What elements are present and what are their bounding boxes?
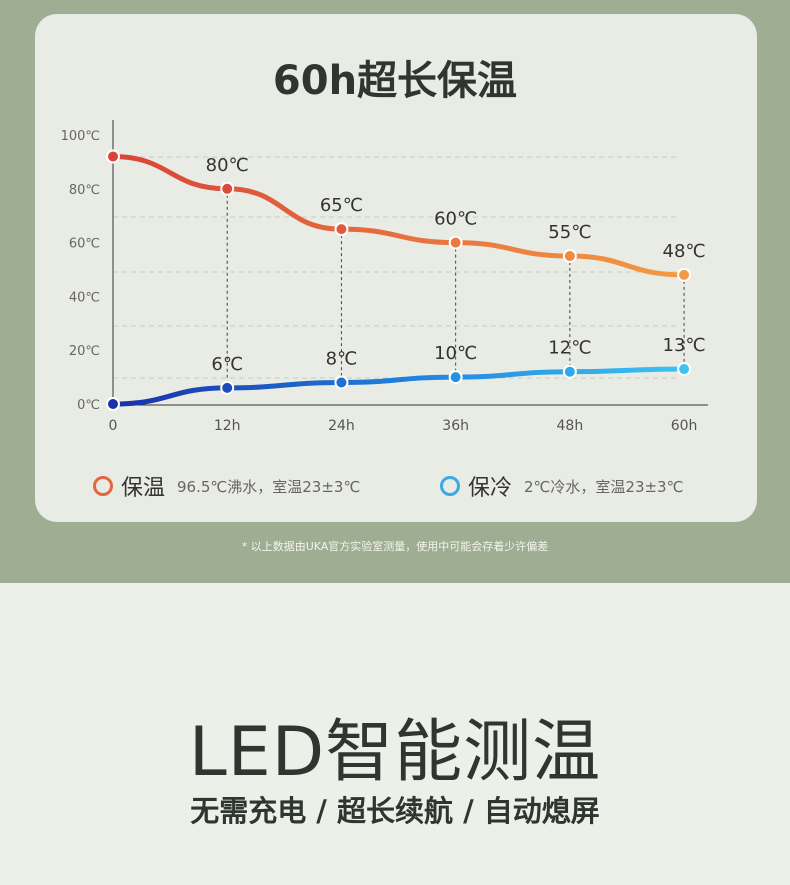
headline: LED智能测温 (188, 713, 602, 792)
chart: 100℃ 80℃ 60℃ 40℃ 20℃ 0℃ 0 12h 24h 36h 48h 60h 80℃ 65℃… (61, 120, 708, 434)
hot-series-line (112, 154, 685, 278)
y-tick-label: 100℃ (61, 129, 100, 144)
y-tick-label: 40℃ (69, 290, 100, 305)
hot-point (677, 267, 692, 282)
footnote: * 以上数据由UKA官方实验室测量，使用中可能会存着少许偏差 (241, 540, 549, 553)
x-tick-label: 0 (109, 418, 118, 434)
legend-hot: 保温 96.5℃沸水，室温23±3℃ (93, 470, 360, 502)
cold-point (106, 397, 120, 411)
cold-point (334, 375, 349, 390)
legend-cold: 保冷 2℃冷水，室温23±3℃ (440, 470, 683, 502)
cold-data-label: 6℃ (211, 354, 243, 375)
cold-data-label: 13℃ (663, 335, 706, 356)
cold-point (220, 380, 235, 395)
x-tick-label: 60h (671, 418, 698, 434)
legend-cold-desc: 2℃冷水，室温23±3℃ (524, 477, 684, 496)
cold-data-label: 8℃ (326, 348, 358, 369)
x-tick-label: 24h (328, 418, 355, 434)
y-tick-label: 60℃ (69, 237, 100, 252)
chart-title: 60h超长保温 (272, 58, 518, 104)
cold-series-line (112, 366, 685, 407)
legend-hot-desc: 96.5℃沸水，室温23±3℃ (177, 477, 361, 496)
y-tick-label: 20℃ (69, 344, 100, 359)
x-tick-label: 48h (557, 418, 584, 434)
x-tick-label: 12h (214, 418, 241, 434)
hot-data-label: 48℃ (663, 241, 706, 262)
hot-data-label: 60℃ (434, 209, 477, 230)
y-tick-label: 80℃ (69, 183, 100, 198)
cold-data-label: 10℃ (434, 343, 477, 364)
hot-ring-icon (93, 476, 113, 496)
hot-point (334, 222, 349, 237)
cold-point (677, 362, 692, 377)
legend-cold-label: 保冷 (468, 476, 513, 501)
y-tick-label: 0℃ (77, 398, 100, 413)
hot-data-label: 55℃ (548, 222, 591, 243)
hot-point (106, 149, 120, 164)
cold-point (448, 370, 463, 385)
hot-data-label: 65℃ (320, 195, 363, 216)
hot-point (562, 249, 577, 264)
hot-data-label: 80℃ (206, 155, 249, 176)
x-tick-label: 36h (442, 418, 469, 434)
hot-point (220, 181, 235, 196)
hot-point (448, 235, 463, 250)
subline: 无需充电 / 超长续航 / 自动熄屏 (190, 794, 600, 828)
legend-hot-label: 保温 (121, 476, 166, 501)
cold-point (562, 364, 577, 379)
cold-ring-icon (440, 476, 460, 496)
cold-data-label: 12℃ (548, 338, 591, 359)
